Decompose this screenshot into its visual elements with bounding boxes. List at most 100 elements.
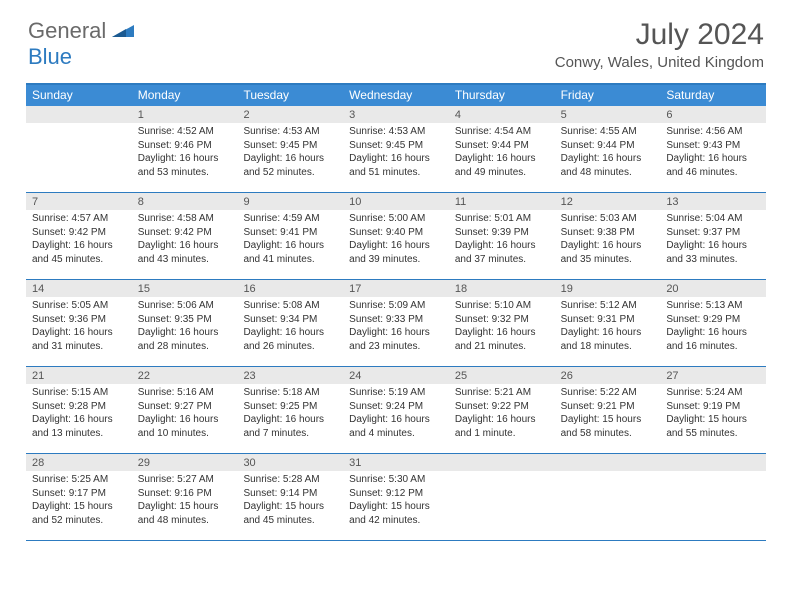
day-sunset: Sunset: 9:29 PM [666, 313, 760, 327]
day-body: Sunrise: 4:53 AMSunset: 9:45 PMDaylight:… [237, 123, 343, 183]
day-sunrise: Sunrise: 5:28 AM [243, 473, 337, 487]
weekday-header: Saturday [660, 85, 766, 106]
weekday-header-row: Sunday Monday Tuesday Wednesday Thursday… [26, 85, 766, 106]
weekday-header: Thursday [449, 85, 555, 106]
day-cell: 12Sunrise: 5:03 AMSunset: 9:38 PMDayligh… [555, 193, 661, 279]
day-number: 19 [555, 280, 661, 297]
location-subtitle: Conwy, Wales, United Kingdom [555, 54, 764, 71]
weekday-header: Monday [132, 85, 238, 106]
day-number: . [660, 454, 766, 471]
day-cell: . [555, 454, 661, 540]
day-sunrise: Sunrise: 5:19 AM [349, 386, 443, 400]
day-cell: 21Sunrise: 5:15 AMSunset: 9:28 PMDayligh… [26, 367, 132, 453]
day-cell: 26Sunrise: 5:22 AMSunset: 9:21 PMDayligh… [555, 367, 661, 453]
day-cell: 9Sunrise: 4:59 AMSunset: 9:41 PMDaylight… [237, 193, 343, 279]
logo-text-blue: Blue [28, 44, 72, 69]
day-sunrise: Sunrise: 5:13 AM [666, 299, 760, 313]
day-sunrise: Sunrise: 4:55 AM [561, 125, 655, 139]
day-sunset: Sunset: 9:42 PM [32, 226, 126, 240]
day-body: Sunrise: 5:09 AMSunset: 9:33 PMDaylight:… [343, 297, 449, 357]
day-body: Sunrise: 5:22 AMSunset: 9:21 PMDaylight:… [555, 384, 661, 444]
day-cell: 16Sunrise: 5:08 AMSunset: 9:34 PMDayligh… [237, 280, 343, 366]
day-number: 3 [343, 106, 449, 123]
day-number: 13 [660, 193, 766, 210]
week-row: .1Sunrise: 4:52 AMSunset: 9:46 PMDayligh… [26, 106, 766, 193]
day-cell: 30Sunrise: 5:28 AMSunset: 9:14 PMDayligh… [237, 454, 343, 540]
day-cell: 13Sunrise: 5:04 AMSunset: 9:37 PMDayligh… [660, 193, 766, 279]
day-number: 15 [132, 280, 238, 297]
logo-triangle-icon [112, 21, 134, 42]
day-sunset: Sunset: 9:16 PM [138, 487, 232, 501]
day-sunrise: Sunrise: 5:05 AM [32, 299, 126, 313]
day-number: 9 [237, 193, 343, 210]
day-number: 28 [26, 454, 132, 471]
day-sunrise: Sunrise: 5:27 AM [138, 473, 232, 487]
day-number: 26 [555, 367, 661, 384]
week-row: 28Sunrise: 5:25 AMSunset: 9:17 PMDayligh… [26, 454, 766, 541]
day-body: Sunrise: 5:21 AMSunset: 9:22 PMDaylight:… [449, 384, 555, 444]
day-sunrise: Sunrise: 5:08 AM [243, 299, 337, 313]
day-cell: 11Sunrise: 5:01 AMSunset: 9:39 PMDayligh… [449, 193, 555, 279]
day-sunset: Sunset: 9:28 PM [32, 400, 126, 414]
weeks-container: .1Sunrise: 4:52 AMSunset: 9:46 PMDayligh… [26, 106, 766, 541]
day-body [660, 471, 766, 477]
day-daylight: Daylight: 16 hours and 21 minutes. [455, 326, 549, 353]
weekday-header: Tuesday [237, 85, 343, 106]
day-sunset: Sunset: 9:44 PM [455, 139, 549, 153]
day-daylight: Daylight: 16 hours and 33 minutes. [666, 239, 760, 266]
month-title: July 2024 [555, 18, 764, 52]
day-sunrise: Sunrise: 5:03 AM [561, 212, 655, 226]
day-daylight: Daylight: 16 hours and 46 minutes. [666, 152, 760, 179]
day-sunset: Sunset: 9:31 PM [561, 313, 655, 327]
day-body: Sunrise: 5:15 AMSunset: 9:28 PMDaylight:… [26, 384, 132, 444]
day-sunrise: Sunrise: 4:56 AM [666, 125, 760, 139]
day-cell: 29Sunrise: 5:27 AMSunset: 9:16 PMDayligh… [132, 454, 238, 540]
day-daylight: Daylight: 16 hours and 45 minutes. [32, 239, 126, 266]
day-body: Sunrise: 5:28 AMSunset: 9:14 PMDaylight:… [237, 471, 343, 531]
day-daylight: Daylight: 16 hours and 43 minutes. [138, 239, 232, 266]
day-cell: 1Sunrise: 4:52 AMSunset: 9:46 PMDaylight… [132, 106, 238, 192]
day-number: 5 [555, 106, 661, 123]
day-daylight: Daylight: 16 hours and 13 minutes. [32, 413, 126, 440]
day-cell: 25Sunrise: 5:21 AMSunset: 9:22 PMDayligh… [449, 367, 555, 453]
day-number: . [26, 106, 132, 123]
day-sunset: Sunset: 9:27 PM [138, 400, 232, 414]
day-sunrise: Sunrise: 4:54 AM [455, 125, 549, 139]
day-cell: 4Sunrise: 4:54 AMSunset: 9:44 PMDaylight… [449, 106, 555, 192]
day-body: Sunrise: 5:24 AMSunset: 9:19 PMDaylight:… [660, 384, 766, 444]
day-body: Sunrise: 5:00 AMSunset: 9:40 PMDaylight:… [343, 210, 449, 270]
day-number: 22 [132, 367, 238, 384]
day-number: 21 [26, 367, 132, 384]
day-cell: 15Sunrise: 5:06 AMSunset: 9:35 PMDayligh… [132, 280, 238, 366]
day-sunset: Sunset: 9:21 PM [561, 400, 655, 414]
day-body: Sunrise: 5:08 AMSunset: 9:34 PMDaylight:… [237, 297, 343, 357]
day-body: Sunrise: 5:18 AMSunset: 9:25 PMDaylight:… [237, 384, 343, 444]
day-body: Sunrise: 5:16 AMSunset: 9:27 PMDaylight:… [132, 384, 238, 444]
day-sunrise: Sunrise: 4:52 AM [138, 125, 232, 139]
day-sunrise: Sunrise: 5:04 AM [666, 212, 760, 226]
day-number: 16 [237, 280, 343, 297]
day-sunset: Sunset: 9:45 PM [349, 139, 443, 153]
day-cell: 24Sunrise: 5:19 AMSunset: 9:24 PMDayligh… [343, 367, 449, 453]
day-sunrise: Sunrise: 5:21 AM [455, 386, 549, 400]
day-body: Sunrise: 5:05 AMSunset: 9:36 PMDaylight:… [26, 297, 132, 357]
day-cell: . [449, 454, 555, 540]
day-sunrise: Sunrise: 5:00 AM [349, 212, 443, 226]
day-number: 29 [132, 454, 238, 471]
day-cell: 3Sunrise: 4:53 AMSunset: 9:45 PMDaylight… [343, 106, 449, 192]
week-row: 21Sunrise: 5:15 AMSunset: 9:28 PMDayligh… [26, 367, 766, 454]
day-daylight: Daylight: 16 hours and 52 minutes. [243, 152, 337, 179]
day-sunset: Sunset: 9:12 PM [349, 487, 443, 501]
day-sunrise: Sunrise: 5:24 AM [666, 386, 760, 400]
day-body: Sunrise: 4:53 AMSunset: 9:45 PMDaylight:… [343, 123, 449, 183]
day-body: Sunrise: 5:27 AMSunset: 9:16 PMDaylight:… [132, 471, 238, 531]
day-body: Sunrise: 4:59 AMSunset: 9:41 PMDaylight:… [237, 210, 343, 270]
day-sunset: Sunset: 9:38 PM [561, 226, 655, 240]
weekday-header: Friday [555, 85, 661, 106]
day-body: Sunrise: 5:06 AMSunset: 9:35 PMDaylight:… [132, 297, 238, 357]
day-sunset: Sunset: 9:34 PM [243, 313, 337, 327]
day-sunset: Sunset: 9:41 PM [243, 226, 337, 240]
day-sunset: Sunset: 9:33 PM [349, 313, 443, 327]
day-daylight: Daylight: 16 hours and 10 minutes. [138, 413, 232, 440]
day-body: Sunrise: 5:03 AMSunset: 9:38 PMDaylight:… [555, 210, 661, 270]
